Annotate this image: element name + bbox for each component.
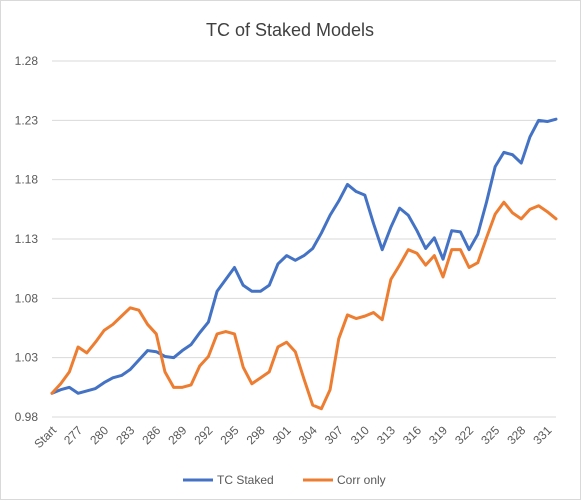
y-tick-label: 0.98 — [15, 410, 39, 424]
y-tick-label: 1.28 — [15, 54, 39, 68]
chart-title: TC of Staked Models — [206, 20, 374, 40]
y-tick-label: 1.23 — [15, 113, 39, 127]
series-tc-staked — [50, 117, 558, 395]
y-tick-label: 1.08 — [15, 291, 39, 305]
y-axis-tick-labels: 0.98 1.03 1.08 1.13 1.18 1.23 1.28 — [15, 54, 39, 424]
legend-label: Corr only — [337, 473, 386, 487]
gridlines — [52, 60, 556, 418]
legend-item: Corr only — [303, 473, 386, 487]
y-tick-label: 1.13 — [15, 232, 39, 246]
legend-item: TC Staked — [183, 473, 274, 487]
series-lines — [50, 117, 558, 411]
y-tick-label: 1.18 — [15, 173, 39, 187]
series-corr-only — [50, 200, 558, 411]
y-tick-label: 1.03 — [15, 351, 39, 365]
legend: TC Staked Corr only — [183, 473, 386, 487]
legend-label: TC Staked — [217, 473, 274, 487]
